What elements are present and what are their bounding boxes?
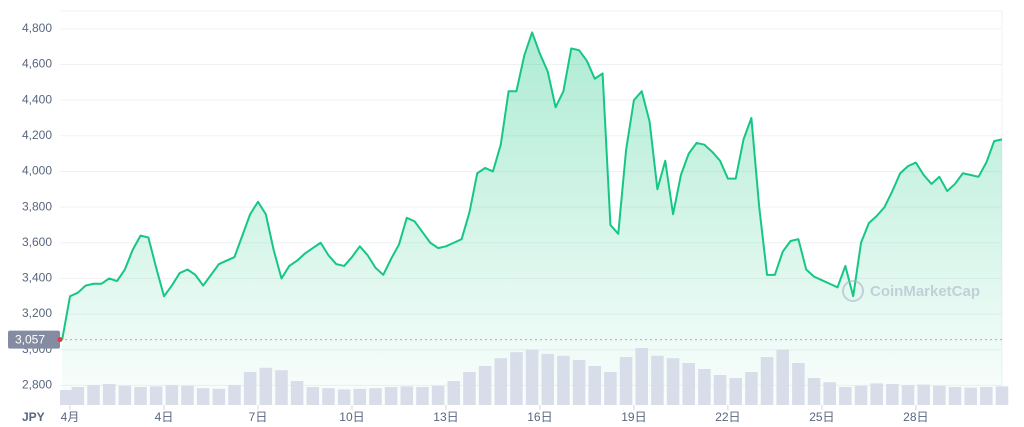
volume-bar xyxy=(525,349,539,405)
y-tick-label: 3,400 xyxy=(22,271,52,285)
volume-bar xyxy=(60,390,73,405)
currency-label: JPY xyxy=(22,410,45,424)
volume-bar xyxy=(510,352,523,405)
volume-bar xyxy=(431,385,445,405)
volume-bar xyxy=(713,375,727,405)
x-tick-label: 16日 xyxy=(527,410,552,424)
x-tick-label: 4日 xyxy=(155,410,174,424)
volume-bar xyxy=(980,387,993,405)
volume-layer xyxy=(60,348,1009,405)
current-price-box xyxy=(8,330,60,349)
volume-bar xyxy=(666,358,680,405)
volume-bar xyxy=(71,387,85,405)
y-tick-label: 4,400 xyxy=(22,92,52,106)
volume-bar xyxy=(651,355,664,405)
volume-bar xyxy=(384,387,398,405)
y-tick-label: 3,600 xyxy=(22,235,52,249)
x-tick-label: 25日 xyxy=(809,410,834,424)
y-tick-label: 4,800 xyxy=(22,21,52,35)
volume-bar xyxy=(948,387,962,405)
x-tick-label: 7日 xyxy=(249,410,268,424)
volume-bar xyxy=(306,387,320,405)
watermark-text: CoinMarketCap xyxy=(870,283,980,300)
volume-bar xyxy=(400,386,414,405)
volume-bar xyxy=(196,388,210,405)
volume-bar xyxy=(776,349,789,405)
volume-bar xyxy=(478,366,492,405)
volume-bar xyxy=(275,370,288,405)
y-tick-label: 4,600 xyxy=(22,57,52,71)
price-area xyxy=(62,32,1002,405)
volume-bar xyxy=(760,357,774,405)
area-layer xyxy=(62,32,1002,405)
x-tick-label: 10日 xyxy=(339,410,364,424)
y-tick-label: 4,200 xyxy=(22,128,52,142)
volume-bar xyxy=(149,386,163,405)
y-tick-label: 3,200 xyxy=(22,306,52,320)
volume-bar xyxy=(87,385,100,405)
volume-bar xyxy=(886,384,899,405)
volume-bar xyxy=(698,369,711,405)
line-layer xyxy=(61,31,1003,340)
volume-bar xyxy=(557,355,570,405)
volume-bar xyxy=(870,383,883,405)
volume-bar xyxy=(259,367,273,405)
volume-bar xyxy=(337,389,351,405)
volume-bar xyxy=(228,385,241,405)
volume-bar xyxy=(447,381,461,405)
volume-bar xyxy=(181,385,194,405)
x-tick-label: 28日 xyxy=(903,410,928,424)
volume-bar xyxy=(792,363,805,405)
volume-bar xyxy=(854,385,868,405)
volume-bar xyxy=(995,386,1009,405)
volume-bar xyxy=(494,358,508,405)
volume-bar xyxy=(134,387,147,405)
current-price-label: 3,057 xyxy=(15,333,45,347)
volume-bar xyxy=(729,378,742,405)
volume-bar xyxy=(212,388,226,405)
volume-bar xyxy=(572,360,586,405)
labels: 2,8003,0003,2003,4003,6003,8004,0004,200… xyxy=(8,21,1002,424)
watermark: CoinMarketCap xyxy=(842,280,980,302)
price-line xyxy=(61,31,1003,340)
x-tick-label: 22日 xyxy=(715,410,740,424)
volume-bar xyxy=(416,387,429,405)
volume-bar xyxy=(745,372,758,405)
volume-bar xyxy=(243,372,257,405)
volume-bar xyxy=(839,387,852,405)
volume-bar xyxy=(619,357,633,405)
x-tick-label: 13日 xyxy=(433,410,458,424)
x-tick-label: 19日 xyxy=(621,410,646,424)
volume-bar xyxy=(604,372,617,405)
volume-bar xyxy=(682,363,695,405)
watermark-logo xyxy=(842,280,864,302)
x-tick-label: 4月 xyxy=(61,410,80,424)
volume-bar xyxy=(102,384,116,405)
volume-bar xyxy=(588,366,602,405)
volume-bar xyxy=(353,388,367,405)
volume-bar xyxy=(463,372,476,405)
volume-bar xyxy=(290,381,304,405)
volume-bar xyxy=(964,387,977,405)
y-tick-label: 3,800 xyxy=(22,199,52,213)
volume-bar xyxy=(901,385,915,405)
y-tick-label: 2,800 xyxy=(22,378,52,392)
volume-bar xyxy=(933,385,946,405)
volume-bar xyxy=(369,388,382,405)
volume-bar xyxy=(917,384,930,405)
y-tick-label: 4,000 xyxy=(22,164,52,178)
volume-bar xyxy=(118,385,132,405)
volume-bar xyxy=(165,385,179,405)
volume-bar xyxy=(807,378,821,405)
volume-bar xyxy=(635,348,649,405)
volume-bar xyxy=(823,382,836,405)
volume-bar xyxy=(541,354,555,405)
volume-bar xyxy=(322,388,335,405)
current-price-dot xyxy=(57,337,63,343)
